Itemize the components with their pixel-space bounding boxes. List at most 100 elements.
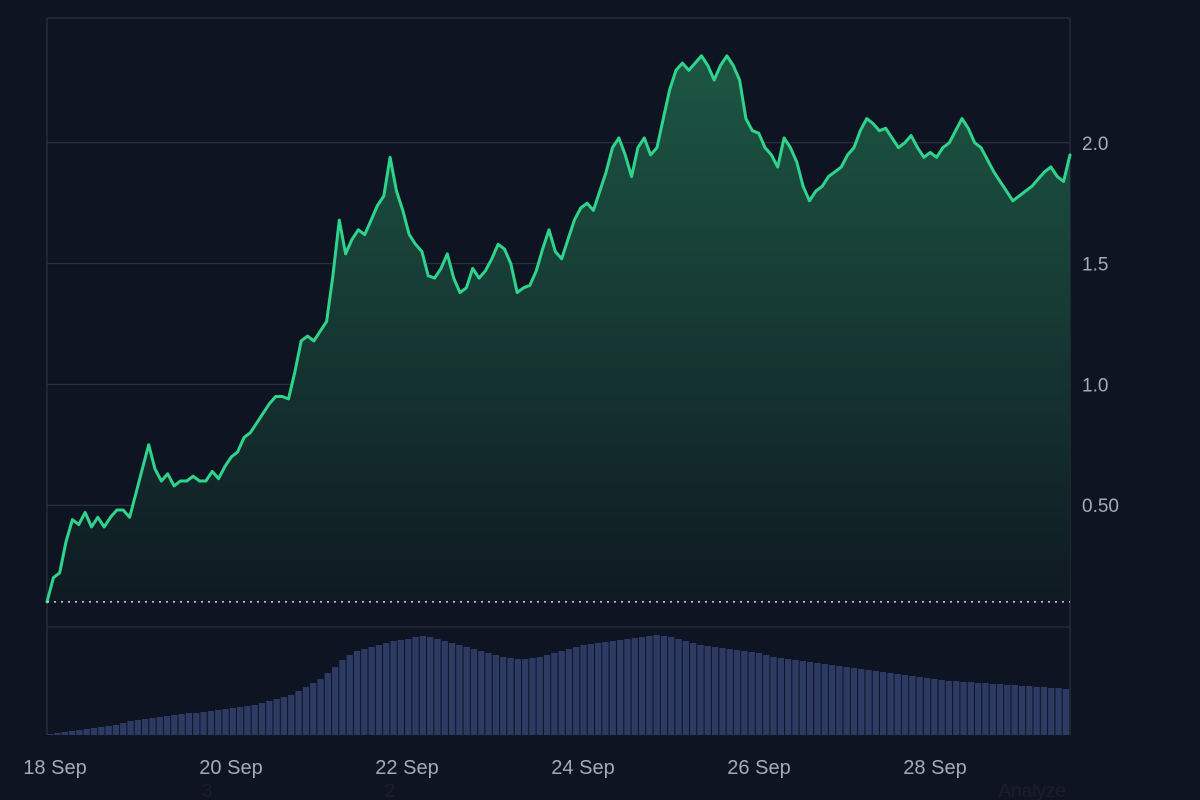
volume-bar <box>83 729 90 735</box>
volume-bar <box>799 661 806 735</box>
volume-bar <box>68 731 76 735</box>
volume-bar <box>609 641 616 735</box>
volume-bar <box>90 728 98 735</box>
volume-bar <box>945 681 953 735</box>
volume-bar <box>617 640 624 735</box>
x-tick-label: 28 Sep <box>903 757 966 779</box>
volume-bar <box>850 668 858 735</box>
volume-bar <box>412 637 419 735</box>
volume-bar <box>54 733 61 735</box>
volume-bar <box>244 706 251 735</box>
volume-bar <box>814 663 821 735</box>
volume-bar <box>1040 687 1048 735</box>
volume-bar <box>1033 687 1040 735</box>
volume-bar <box>529 658 536 735</box>
volume-bar <box>719 648 726 735</box>
volume-bar <box>536 657 543 735</box>
x-axis-labels: 18 Sep 20 Sep 22 Sep 24 Sep 26 Sep 28 Sep <box>23 757 966 779</box>
volume-bar <box>1018 686 1026 735</box>
volume-bar <box>434 639 441 735</box>
volume-bar <box>580 645 587 735</box>
volume-bar <box>317 679 324 735</box>
volume-bar <box>901 675 909 735</box>
volume-bar <box>682 641 689 735</box>
volume-bar <box>726 649 733 735</box>
volume-bar <box>770 657 777 735</box>
volume-bar <box>492 655 499 735</box>
analyze-label[interactable]: Analyze <box>998 781 1066 800</box>
volume-bar <box>624 639 631 735</box>
volume-bar <box>551 653 558 735</box>
volume-bar <box>631 638 638 735</box>
volume-bar <box>120 723 127 735</box>
volume-bar <box>266 701 273 735</box>
volume-bar <box>456 645 463 735</box>
volume-bar <box>237 707 244 735</box>
volume-bar <box>185 713 193 735</box>
volume-bar <box>478 651 485 735</box>
x-tick-label: 22 Sep <box>375 757 438 779</box>
volume-bar <box>953 681 960 735</box>
volume-bar <box>193 713 200 735</box>
volume-bar <box>280 697 288 735</box>
volume-bar <box>98 727 105 735</box>
volume-bar <box>134 720 141 735</box>
volume-bar <box>142 719 149 735</box>
volume-bar <box>967 682 974 735</box>
volume-bar <box>200 712 207 735</box>
y-axis-labels: 0.50 1.0 1.5 2.0 <box>1082 134 1119 517</box>
volume-bar <box>543 655 551 735</box>
sub-label-1: 3 <box>202 781 213 800</box>
volume-bar <box>346 655 353 735</box>
volume-bar <box>332 667 339 735</box>
volume-bar <box>755 653 763 735</box>
volume-bar <box>215 710 222 735</box>
volume-bar <box>806 662 814 735</box>
volume-bar <box>777 658 784 735</box>
volume-bar <box>792 660 799 735</box>
volume-bar <box>858 669 865 735</box>
volume-bar <box>368 647 375 735</box>
volume-bar <box>843 667 850 735</box>
volume-bar <box>397 640 404 735</box>
volume-bar <box>960 682 967 735</box>
volume-bar <box>573 647 580 735</box>
volume-bar <box>1055 688 1062 735</box>
volume-bar <box>302 687 310 735</box>
x-tick-label: 24 Sep <box>551 757 614 779</box>
volume-bar <box>938 680 945 735</box>
volume-bar <box>741 651 748 735</box>
x-tick-label: 26 Sep <box>727 757 790 779</box>
y-tick-label: 0.50 <box>1082 496 1119 517</box>
price-area-fill <box>47 55 1070 602</box>
volume-bar <box>112 725 120 735</box>
volume-bar <box>127 721 134 735</box>
volume-bar <box>222 709 229 735</box>
volume-bar <box>273 699 280 735</box>
volume-bar <box>361 649 368 735</box>
x-tick-label: 20 Sep <box>199 757 262 779</box>
volume-bar <box>207 711 215 735</box>
y-tick-label: 2.0 <box>1082 134 1108 155</box>
volume-bar <box>76 730 83 735</box>
volume-bar <box>565 649 573 735</box>
volume-bar <box>514 659 521 735</box>
volume-bar <box>785 659 792 735</box>
volume-bar <box>989 684 996 735</box>
y-tick-label: 1.5 <box>1082 255 1108 276</box>
volume-bar <box>1004 685 1011 735</box>
volume-bar <box>982 683 989 735</box>
volume-bar <box>310 683 317 735</box>
volume-bar <box>105 726 112 735</box>
sub-label-2: 2 <box>385 781 396 800</box>
volume-bar <box>887 673 894 735</box>
volume-bar <box>675 639 682 735</box>
volume-bar <box>507 658 514 735</box>
volume-bar <box>602 642 609 735</box>
volume-bar <box>383 643 390 735</box>
volume-bar <box>836 666 843 735</box>
volume-bar <box>405 639 412 735</box>
volume-bar <box>353 651 361 735</box>
volume-bar <box>668 637 675 735</box>
volume-bar <box>595 643 602 735</box>
